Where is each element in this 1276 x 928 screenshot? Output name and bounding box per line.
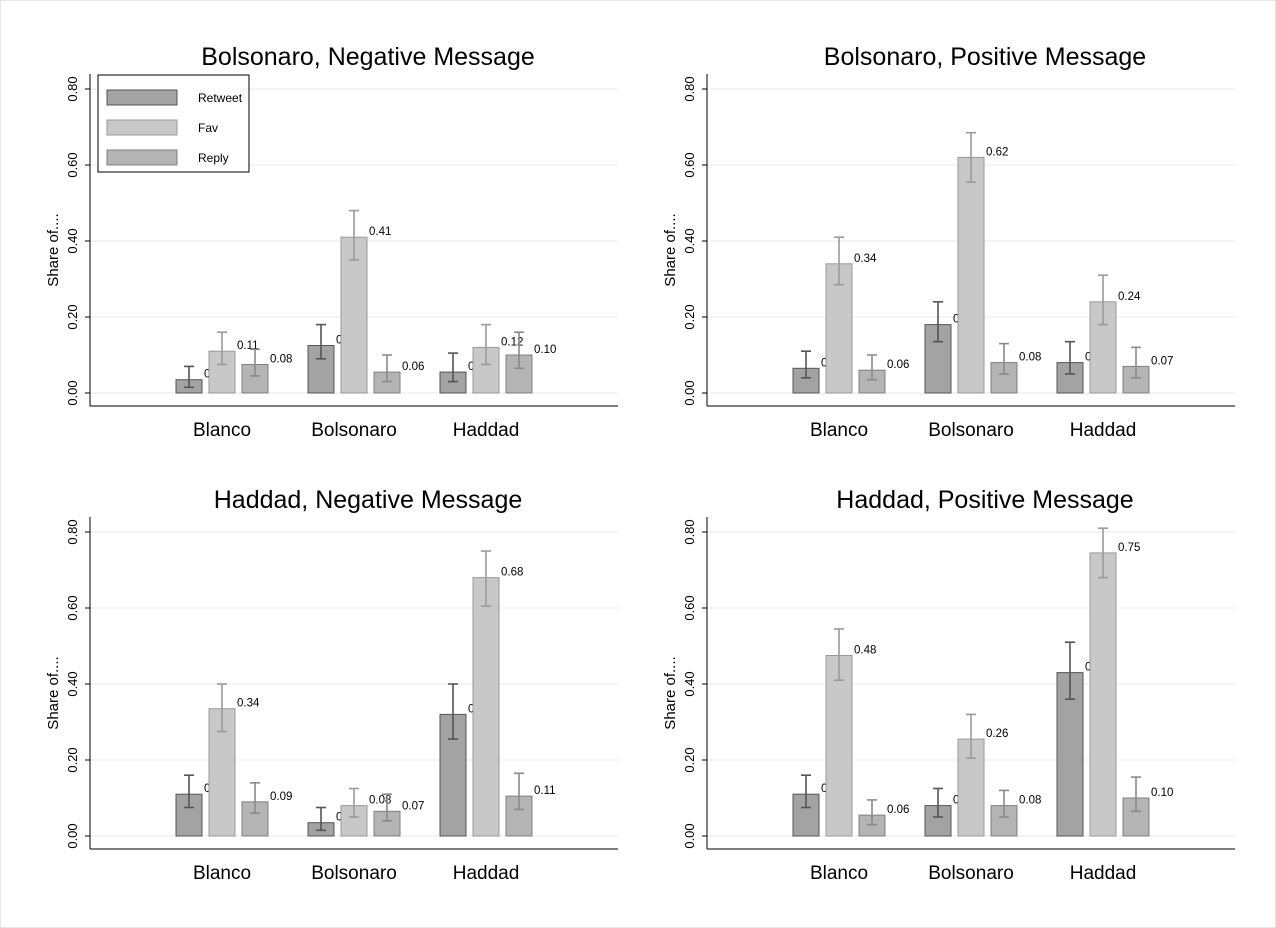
y-tick-label: 0.60 xyxy=(65,152,80,177)
y-tick-label: 0.00 xyxy=(65,380,80,405)
x-category-label: Haddad xyxy=(453,863,520,884)
chart-title: Bolsonaro, Negative Message xyxy=(201,43,535,71)
y-tick-label: 0.20 xyxy=(65,304,80,329)
y-tick-label: 0.00 xyxy=(65,823,80,848)
data-label: 0.11 xyxy=(534,785,556,797)
chart-panel-1: Bolsonaro, Negative Message 0.00 0.20 0.40 0… xyxy=(45,43,618,441)
y-tick-label: 0.20 xyxy=(682,747,697,772)
data-label: 0.26 xyxy=(986,728,1008,740)
data-label: 0.08 xyxy=(1019,795,1041,807)
chart-title: Haddad, Negative Message xyxy=(214,486,523,514)
x-category-label: Blanco xyxy=(810,420,868,441)
bar-reply xyxy=(241,364,269,394)
data-label: 0.48 xyxy=(854,645,876,657)
x-category-label: Blanco xyxy=(193,420,251,441)
data-label: 0.75 xyxy=(1118,542,1140,554)
data-label: 0.07 xyxy=(1151,355,1173,367)
y-tick-label: 0.60 xyxy=(682,595,697,620)
data-label: 0.34 xyxy=(854,253,877,265)
chart-title: Haddad, Positive Message xyxy=(836,486,1133,514)
data-label: 0.68 xyxy=(501,567,523,579)
data-label: 0.41 xyxy=(369,226,391,238)
y-tick-label: 0.80 xyxy=(682,519,697,544)
data-label: 0.06 xyxy=(887,804,909,816)
y-tick-label: 0.40 xyxy=(682,671,697,696)
y-tick-label: 0.00 xyxy=(682,823,697,848)
y-tick-label: 0.40 xyxy=(65,228,80,253)
chart-title: Bolsonaro, Positive Message xyxy=(824,43,1146,71)
legend-swatch-retweet xyxy=(106,89,178,106)
y-tick-label: 0.80 xyxy=(65,76,80,101)
legend-swatch-reply xyxy=(106,149,178,166)
y-axis-title: Share of.... xyxy=(45,213,62,286)
data-label: 0.06 xyxy=(402,361,424,373)
data-label: 0.10 xyxy=(1151,787,1173,799)
y-axis-title: Share of.... xyxy=(45,656,62,729)
legend-label: Fav xyxy=(198,121,218,135)
y-axis-title: Share of.... xyxy=(662,656,679,729)
y-tick-label: 0.60 xyxy=(682,152,697,177)
y-tick-label: 0.80 xyxy=(682,76,697,101)
y-axis-title: Share of.... xyxy=(662,213,679,286)
legend-label: Reply xyxy=(198,151,229,165)
y-tick-label: 0.60 xyxy=(65,595,80,620)
x-category-label: Bolsonaro xyxy=(311,420,397,441)
data-label: 0.34 xyxy=(237,698,260,710)
legend-label: Retweet xyxy=(198,91,243,105)
x-category-label: Haddad xyxy=(1070,420,1137,441)
bar-fav xyxy=(472,577,500,837)
data-label: 0.08 xyxy=(1019,352,1041,364)
x-category-label: Haddad xyxy=(453,420,520,441)
data-label: 0.12 xyxy=(501,336,523,348)
data-label: 0.06 xyxy=(887,359,909,371)
bar-retweet xyxy=(307,345,335,394)
x-category-label: Blanco xyxy=(810,863,868,884)
bar-fav xyxy=(957,156,985,394)
y-tick-label: 0.40 xyxy=(65,671,80,696)
data-label: 0.08 xyxy=(270,354,292,366)
chart-panel-3: Haddad, Negative Message 0.00 0.20 0.40 0.60… xyxy=(45,486,618,884)
bar-fav xyxy=(208,708,236,837)
data-label: 0.62 xyxy=(986,146,1008,158)
y-tick-label: 0.20 xyxy=(682,304,697,329)
y-tick-label: 0.00 xyxy=(682,380,697,405)
chart-panel-4: Haddad, Positive Message 0.00 0.20 0.40 0.60… xyxy=(662,486,1235,884)
data-label: 0.08 xyxy=(369,795,391,807)
data-label: 0.24 xyxy=(1118,291,1141,303)
chart-panel-2: Bolsonaro, Positive Message 0.00 0.20 0.40 0… xyxy=(662,43,1235,441)
x-category-label: Bolsonaro xyxy=(928,863,1014,884)
bar-fav xyxy=(825,655,853,837)
x-category-label: Haddad xyxy=(1070,863,1137,884)
data-label: 0.07 xyxy=(402,800,424,812)
bar-fav xyxy=(1089,552,1117,837)
bar-fav xyxy=(340,236,368,394)
y-tick-label: 0.80 xyxy=(65,519,80,544)
y-tick-label: 0.40 xyxy=(682,228,697,253)
x-category-label: Bolsonaro xyxy=(311,863,397,884)
data-label: 0.09 xyxy=(270,791,292,803)
data-label: 0.10 xyxy=(534,344,556,356)
legend-swatch-fav xyxy=(106,119,178,136)
y-tick-label: 0.20 xyxy=(65,747,80,772)
x-category-label: Blanco xyxy=(193,863,251,884)
x-category-label: Bolsonaro xyxy=(928,420,1014,441)
